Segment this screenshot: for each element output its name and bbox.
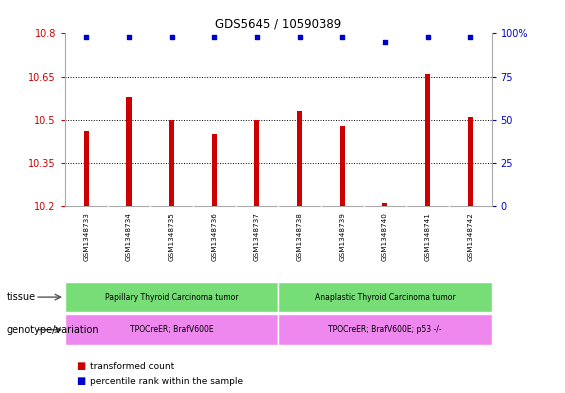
Text: TPOCreER; BrafV600E; p53 -/-: TPOCreER; BrafV600E; p53 -/- <box>328 325 442 334</box>
Bar <box>278 314 492 345</box>
Point <box>253 34 262 40</box>
Bar <box>169 120 174 206</box>
Bar <box>340 126 345 206</box>
Bar <box>65 282 278 312</box>
Point <box>423 34 432 40</box>
Bar <box>383 204 388 206</box>
Text: tissue: tissue <box>7 292 36 302</box>
Bar <box>425 74 430 206</box>
Point <box>124 34 133 40</box>
Bar <box>84 131 89 206</box>
Point <box>466 34 475 40</box>
Bar <box>212 134 217 206</box>
Text: GSM1348740: GSM1348740 <box>382 212 388 261</box>
Point <box>82 34 91 40</box>
Text: GSM1348741: GSM1348741 <box>424 212 431 261</box>
Point <box>380 39 389 45</box>
Text: GSM1348739: GSM1348739 <box>339 212 345 261</box>
Bar <box>127 97 132 206</box>
Title: GDS5645 / 10590389: GDS5645 / 10590389 <box>215 18 341 31</box>
Text: ■: ■ <box>76 376 85 386</box>
Text: GSM1348733: GSM1348733 <box>83 212 89 261</box>
Text: GSM1348734: GSM1348734 <box>126 212 132 261</box>
Text: GSM1348738: GSM1348738 <box>297 212 303 261</box>
Point <box>167 34 176 40</box>
Text: transformed count: transformed count <box>90 362 175 371</box>
Point <box>338 34 347 40</box>
Text: Papillary Thyroid Carcinoma tumor: Papillary Thyroid Carcinoma tumor <box>105 293 238 301</box>
Text: percentile rank within the sample: percentile rank within the sample <box>90 377 244 386</box>
Bar <box>65 314 278 345</box>
Text: GSM1348737: GSM1348737 <box>254 212 260 261</box>
Point <box>295 34 304 40</box>
Text: TPOCreER; BrafV600E: TPOCreER; BrafV600E <box>130 325 214 334</box>
Bar <box>254 120 259 206</box>
Text: GSM1348742: GSM1348742 <box>467 212 473 261</box>
Text: Anaplastic Thyroid Carcinoma tumor: Anaplastic Thyroid Carcinoma tumor <box>315 293 455 301</box>
Text: ■: ■ <box>76 361 85 371</box>
Text: genotype/variation: genotype/variation <box>7 325 99 335</box>
Point <box>210 34 219 40</box>
Bar <box>297 111 302 206</box>
Bar <box>468 117 473 206</box>
Bar <box>278 282 492 312</box>
Text: GSM1348736: GSM1348736 <box>211 212 218 261</box>
Text: GSM1348735: GSM1348735 <box>168 212 175 261</box>
